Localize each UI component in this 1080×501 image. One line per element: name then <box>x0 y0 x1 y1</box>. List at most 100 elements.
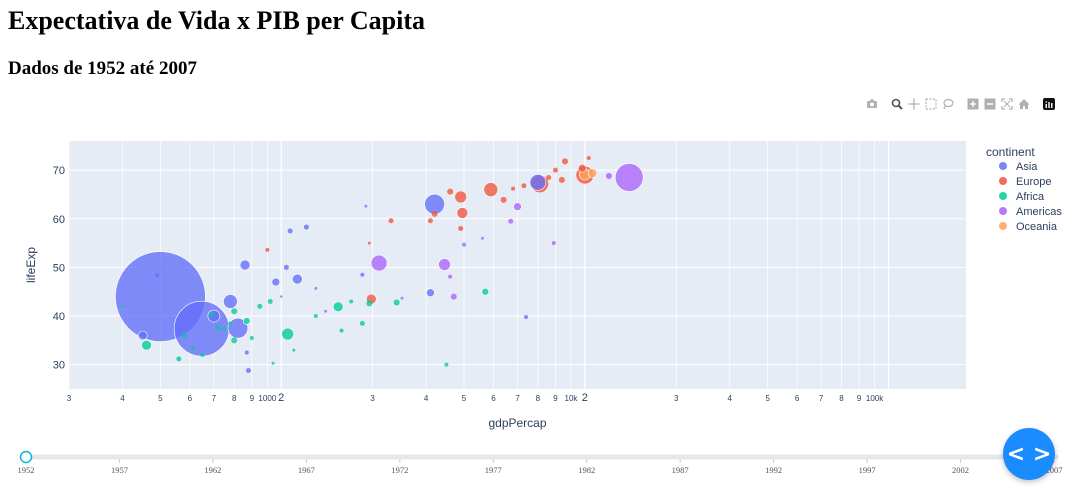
legend-label-africa: Africa <box>1016 191 1045 203</box>
x-tick-label: 3 <box>674 394 679 403</box>
data-point-americas <box>614 163 644 192</box>
home-icon[interactable] <box>1018 98 1030 110</box>
data-point-asia <box>280 295 283 298</box>
data-point-africa <box>231 308 238 315</box>
data-point-europe <box>521 183 527 189</box>
legend-label-americas: Americas <box>1016 206 1062 218</box>
data-point-africa <box>120 304 124 308</box>
x-tick-label: 9 <box>553 394 558 403</box>
x-tick-label: 6 <box>188 394 193 403</box>
data-point-europe <box>265 247 270 252</box>
data-point-europe <box>500 196 507 203</box>
x-tick-label: 8 <box>232 394 237 403</box>
data-point-africa <box>141 339 152 351</box>
data-point-africa <box>222 327 227 332</box>
data-point-africa <box>271 361 275 365</box>
box-select-icon[interactable] <box>925 98 937 110</box>
slider-step-label[interactable]: 1967 <box>298 465 315 475</box>
data-point-europe <box>367 241 371 245</box>
data-point-africa <box>313 314 318 319</box>
data-point-oceania <box>587 168 598 178</box>
x-tick-label: 7 <box>515 394 520 403</box>
y-tick-label: 30 <box>53 360 65 372</box>
data-point-africa <box>267 298 273 304</box>
plot-modebar <box>866 96 1060 112</box>
data-point-africa <box>249 335 254 340</box>
data-point-europe <box>577 163 587 173</box>
data-point-asia <box>245 368 251 374</box>
data-point-americas <box>370 254 388 272</box>
x-tick-label: 3 <box>67 394 72 403</box>
slider-step-label[interactable]: 2002 <box>952 465 969 475</box>
slider-handle[interactable] <box>19 450 33 464</box>
slider-track <box>21 454 1059 460</box>
y-tick-label: 40 <box>53 311 65 323</box>
data-point-africa <box>176 356 182 362</box>
bubble-chart: 3 4 5 6 7 8 9 1000 2 3 4 5 6 7 8 9 10k 2 3 4 5 6 7 8 9 100k304050… <box>18 141 1063 475</box>
data-point-europe <box>458 226 464 232</box>
data-point-americas <box>508 218 514 224</box>
data-point-asia <box>244 350 249 355</box>
code-toggle-button[interactable]: < > <box>1003 428 1055 480</box>
data-point-asia <box>239 259 251 271</box>
x-tick-label: 2 <box>582 392 588 404</box>
data-point-asia <box>271 277 281 287</box>
data-point-americas <box>551 241 556 246</box>
data-point-europe <box>454 190 467 204</box>
data-point-europe <box>546 174 552 180</box>
data-point-asia <box>303 224 309 230</box>
data-point-americas <box>513 202 522 211</box>
camera-icon[interactable] <box>866 98 878 110</box>
slider-step-label[interactable]: 1962 <box>204 465 221 475</box>
data-point-americas <box>438 258 451 271</box>
x-tick-label: 9 <box>857 394 862 403</box>
legend-label-oceania: Oceania <box>1016 221 1058 233</box>
legend-marker-oceania <box>999 222 1007 230</box>
data-point-europe <box>456 207 469 219</box>
y-axis-title: lifeExp <box>24 247 38 283</box>
zoom-out-icon[interactable] <box>984 98 996 110</box>
data-point-europe <box>431 210 438 217</box>
zoom-in-icon[interactable] <box>967 98 979 110</box>
data-point-americas <box>480 236 484 240</box>
x-tick-label: 4 <box>424 394 429 403</box>
slider-step-label[interactable]: 2007 <box>1046 465 1063 475</box>
plotly-logo-icon[interactable] <box>1043 98 1055 110</box>
data-point-americas <box>450 293 457 300</box>
data-point-europe <box>511 186 516 191</box>
data-point-americas <box>314 286 318 290</box>
slider-step-label[interactable]: 1952 <box>18 465 35 475</box>
data-point-americas <box>462 242 467 247</box>
x-tick-label: 5 <box>462 394 467 403</box>
zoom-icon[interactable] <box>891 98 903 110</box>
data-point-asia <box>223 294 238 309</box>
slider-step-label[interactable]: 1987 <box>672 465 689 475</box>
data-point-americas <box>364 204 368 208</box>
slider-step-label[interactable]: 1972 <box>391 465 408 475</box>
code-icon: < > <box>1006 441 1052 467</box>
data-point-africa <box>349 299 354 304</box>
data-point-europe <box>586 156 591 161</box>
slider-step-label[interactable]: 1957 <box>111 465 128 475</box>
slider-step-label[interactable]: 1997 <box>859 465 876 475</box>
legend-marker-europe <box>999 177 1007 185</box>
data-point-africa <box>339 328 344 333</box>
y-tick-label: 50 <box>53 262 65 274</box>
x-tick-label: 6 <box>795 394 800 403</box>
x-tick-label: 4 <box>120 394 125 403</box>
legend-label-europe: Europe <box>1016 176 1051 188</box>
legend-marker-asia <box>999 162 1007 170</box>
data-point-africa <box>393 299 400 306</box>
lasso-icon[interactable] <box>942 98 954 110</box>
slider-step-label[interactable]: 1977 <box>485 465 502 475</box>
data-point-asia <box>137 330 148 341</box>
data-point-africa <box>332 301 344 313</box>
slider-step-label[interactable]: 1992 <box>765 465 782 475</box>
slider-step-label[interactable]: 1982 <box>578 465 595 475</box>
x-tick-label: 5 <box>158 394 163 403</box>
data-point-africa <box>181 333 187 339</box>
data-point-asia <box>155 273 160 278</box>
pan-icon[interactable] <box>908 98 920 110</box>
autoscale-icon[interactable] <box>1001 98 1013 110</box>
data-point-africa <box>209 312 215 318</box>
